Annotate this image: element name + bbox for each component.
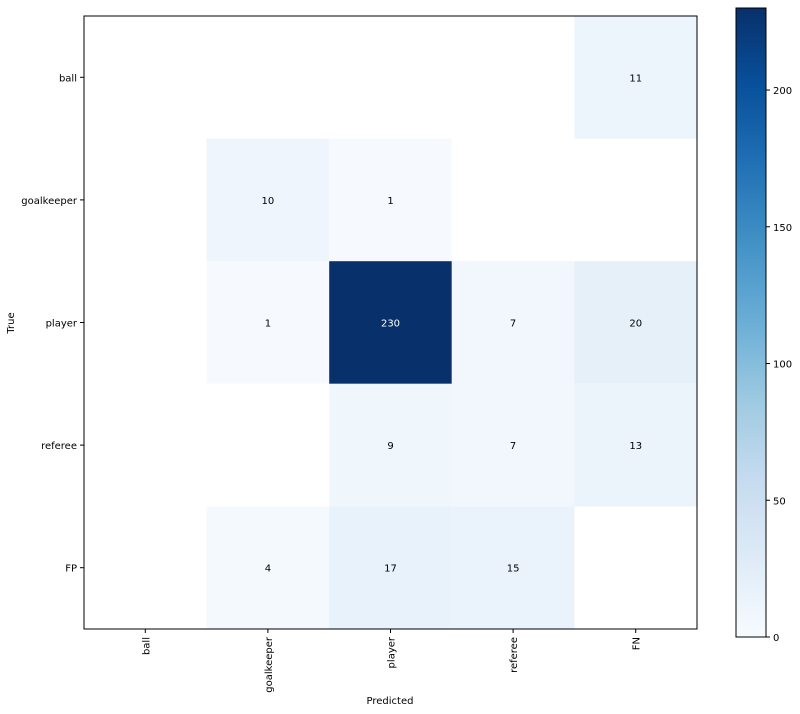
colorbar-ticks: 0 50 100 150 200 [766,86,792,644]
heatmap-cell-4-1 [206,506,330,629]
heatmap-cell-4-3 [451,506,575,629]
colorbar-tick-label: 200 [773,86,792,97]
x-tick-label: goalkeeper [264,636,275,693]
cell-value-0-4: 11 [629,73,642,84]
heatmap-cell-3-4 [574,383,697,507]
heatmap-cell-2-2 [329,261,452,384]
x-tick-label: referee [509,637,520,673]
x-axis-label: Predicted [367,696,414,707]
x-tick-label: ball [141,637,152,655]
heatmap-cell-2-4 [574,261,697,384]
cell-value-1-1: 10 [262,196,275,207]
heatmap-cell-1-1 [206,138,330,262]
x-axis-ticks: ball goalkeeper player referee FN [141,629,643,693]
colorbar-tick-label: 100 [773,360,792,371]
x-tick-label: player [387,636,398,668]
heatmap-cells [206,16,697,629]
cell-value-1-2: 1 [387,196,393,207]
colorbar-tick-label: 0 [773,633,779,644]
cell-value-3-2: 9 [387,441,393,452]
y-tick-label: ball [59,73,77,84]
cell-value-3-3: 7 [510,441,516,452]
cell-value-2-3: 7 [510,319,516,330]
y-axis-ticks: ball goalkeeper player referee FP [21,73,84,575]
y-tick-label: FP [65,564,77,575]
cell-value-2-4: 20 [629,319,642,330]
colorbar [735,7,767,638]
cell-value-2-2: 230 [381,319,400,330]
heatmap-cell-1-2 [329,138,452,262]
heatmap-cell-2-3 [451,261,575,384]
cell-value-4-1: 4 [265,564,271,575]
cell-value-4-2: 17 [384,564,397,575]
heatmap-cell-3-2 [329,383,452,507]
heatmap-cell-0-4 [574,16,697,139]
colorbar-tick-label: 50 [773,496,786,507]
y-tick-label: goalkeeper [21,196,78,207]
y-tick-label: referee [41,441,77,452]
cell-value-3-4: 13 [629,441,642,452]
cell-value-4-3: 15 [507,564,520,575]
cell-value-2-1: 1 [265,319,271,330]
y-tick-label: player [46,319,78,330]
x-tick-label: FN [632,637,643,650]
colorbar-tick-label: 150 [773,223,792,234]
heatmap-cell-3-3 [451,383,575,507]
heatmap-cell-2-1 [206,261,330,384]
heatmap-cell-4-2 [329,506,452,629]
y-axis-label: True [6,312,17,334]
